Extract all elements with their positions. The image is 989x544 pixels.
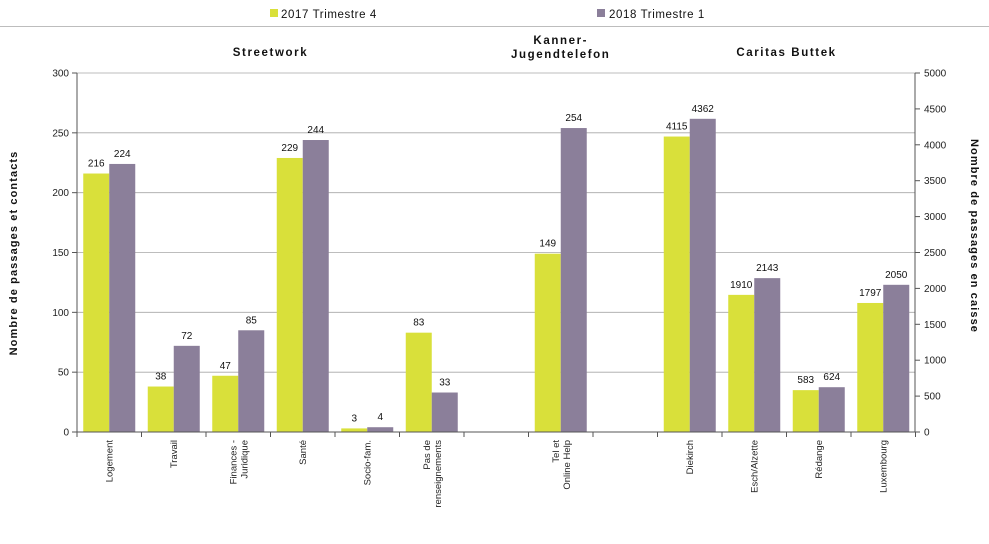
bar-2017 [276, 157, 303, 433]
data-label: 33 [439, 378, 451, 389]
data-label: 3 [351, 413, 357, 424]
legend: 2017 Trimestre 4 2018 Trimestre 1 [270, 9, 705, 21]
data-label: 624 [823, 372, 840, 383]
data-label: 583 [797, 375, 814, 386]
category-label: Socio-fam. [362, 440, 373, 485]
data-label: 229 [281, 143, 298, 154]
legend-swatch-2018 [597, 9, 605, 17]
bar-2018 [689, 118, 716, 432]
data-label: 4 [377, 412, 383, 423]
legend-label-2017: 2017 Trimestre 4 [281, 9, 377, 21]
bar-2017 [83, 173, 110, 432]
legend-label-2018: 2018 Trimestre 1 [609, 9, 705, 21]
data-label: 4115 [666, 122, 688, 133]
y-right-tick-label: 4000 [924, 140, 947, 151]
bar-2017 [857, 302, 884, 432]
y-axis-right-label: Nombre de passages en caisse [968, 139, 980, 333]
bar-2018 [883, 284, 910, 432]
y-right-tick-label: 3500 [924, 176, 947, 187]
bar-2017 [147, 386, 174, 432]
category-labels: Logement Travail Finances -Juridique Santé S… [104, 440, 889, 508]
bar-2018 [560, 128, 587, 432]
data-label: 4362 [692, 104, 715, 115]
bar-2018 [367, 427, 394, 432]
legend-swatch-2017 [270, 9, 278, 17]
category-label: Tel etOnline Help [551, 440, 573, 490]
category-label: Pas derenseignements [422, 440, 444, 508]
data-label: 1910 [730, 280, 753, 291]
y-left-tick-label: 150 [52, 248, 69, 259]
category-label: Diekirch [685, 440, 696, 474]
data-label: 2143 [756, 263, 779, 274]
bar-2017 [405, 332, 432, 432]
y-left-tick-label: 300 [52, 69, 69, 80]
y-left-tick-label: 250 [52, 128, 69, 139]
category-label: Esch/Alzette [749, 440, 760, 493]
y-right-tick-label: 2000 [924, 284, 947, 295]
bar-2017 [663, 136, 690, 432]
bar-2017 [534, 253, 561, 432]
bars [83, 118, 910, 433]
data-label: 2050 [885, 270, 908, 281]
data-label: 216 [88, 159, 105, 170]
bar-2017 [728, 294, 755, 432]
category-label: Luxembourg [878, 440, 889, 493]
y-right-tick-label: 1500 [924, 320, 947, 331]
category-label: Santé [298, 440, 309, 465]
bar-2017 [792, 390, 819, 432]
y-left-tick-label: 100 [52, 308, 69, 319]
group-titles: Streetwork Kanner-Jugendtelefon Caritas Bu… [233, 35, 836, 61]
y-left-tick-label: 0 [63, 428, 69, 439]
y-right-tick-label: 5000 [924, 69, 947, 80]
bar-2017 [341, 428, 368, 432]
data-label: 85 [246, 315, 258, 326]
group-title: Caritas Buttek [736, 47, 836, 59]
category-label: Finances -Juridique [228, 440, 250, 484]
bar-2018 [109, 163, 136, 433]
y-right-tick-label: 2500 [924, 248, 947, 259]
bar-2018 [302, 140, 329, 432]
category-label: Rédange [814, 440, 825, 479]
group-title: Kanner-Jugendtelefon [511, 35, 610, 61]
group-title: Streetwork [233, 47, 308, 59]
data-label: 149 [539, 239, 556, 250]
axes [72, 72, 920, 437]
data-label: 83 [413, 318, 425, 329]
bar-2018 [818, 387, 845, 432]
y-right-tick-label: 3000 [924, 212, 947, 223]
y-left-tick-label: 50 [58, 368, 70, 379]
y-right-tick-label: 1000 [924, 356, 947, 367]
bar-2017 [212, 375, 239, 432]
data-label: 254 [565, 113, 582, 124]
bar-2018 [431, 392, 458, 432]
data-label: 224 [114, 149, 131, 160]
data-label: 244 [307, 125, 324, 136]
category-label: Travail [169, 440, 180, 468]
data-label: 72 [181, 331, 193, 342]
bar-2018 [238, 330, 265, 432]
data-label: 47 [220, 361, 232, 372]
data-label: 38 [155, 372, 167, 383]
bar-2018 [754, 278, 781, 432]
y-right-tick-label: 500 [924, 392, 941, 403]
y-axis-left-label: Nombre de passages et contacts [8, 151, 20, 356]
y-left-tick-label: 200 [52, 188, 69, 199]
data-label: 1797 [859, 288, 882, 299]
y-right-tick-label: 0 [924, 428, 930, 439]
data-labels: 216 224 38 72 47 85 229 244 3 4 83 33 149 254 4115 4362… [88, 104, 908, 425]
y-right-tick-label: 4500 [924, 104, 947, 115]
gridlines [77, 72, 915, 373]
category-label: Logement [104, 440, 115, 483]
bar-2018 [173, 345, 200, 432]
tick-labels: 0501001502002503000500100015002000250030… [52, 69, 946, 439]
